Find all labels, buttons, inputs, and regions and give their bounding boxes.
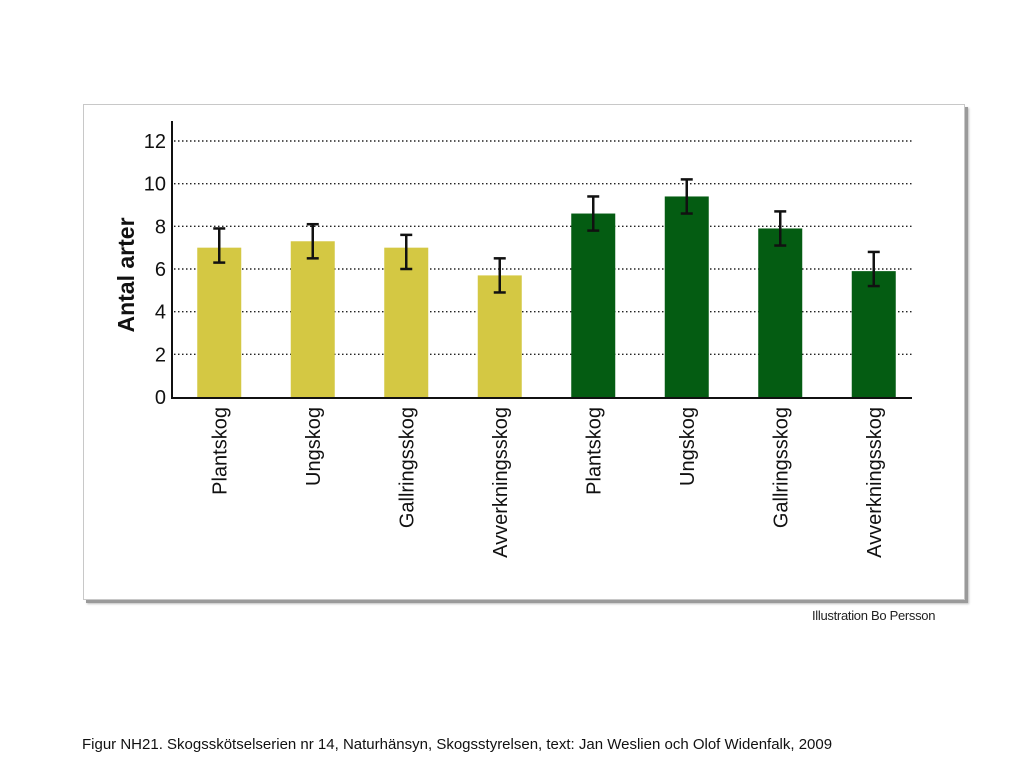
bars (197, 196, 896, 397)
x-category-label: Ungskog (677, 407, 699, 486)
bar (664, 196, 709, 397)
grid-lines (174, 140, 912, 356)
x-category-label: Plantskog (583, 407, 605, 495)
bar (384, 247, 429, 397)
error-bars (213, 178, 880, 294)
y-tick-label: 12 (144, 131, 166, 153)
bar (290, 241, 335, 397)
bar (197, 247, 242, 397)
y-axis-label: Antal arter (113, 217, 139, 332)
x-category-label: Ungskog (303, 407, 325, 486)
x-category-labels: Plantskog Ungskog Gallringsskog Avverknings… (209, 407, 886, 558)
bar (571, 213, 616, 397)
figure-caption: Figur NH21. Skogsskötselserien nr 14, Na… (82, 736, 833, 753)
y-tick-labels: 0 2 4 6 8 10 12 (144, 131, 166, 409)
y-tick-label: 2 (155, 344, 166, 366)
y-tick-label: 10 (144, 174, 166, 196)
illustration-credit: Illustration Bo Persson (812, 608, 936, 623)
y-tick-label: 4 (155, 302, 166, 324)
y-tick-label: 0 (155, 387, 166, 409)
x-category-label: Avverkningsskog (490, 407, 512, 558)
y-tick-label: 8 (155, 216, 166, 238)
figure-panel: 0 2 4 6 8 10 12 Plantskog Ungskog Gallringsskog A… (83, 104, 965, 600)
bar (758, 228, 803, 397)
x-category-label: Gallringsskog (396, 407, 418, 528)
y-tick-label: 6 (155, 259, 166, 281)
x-category-label: Gallringsskog (770, 407, 792, 528)
x-category-label: Plantskog (209, 407, 231, 495)
bar (851, 271, 896, 397)
x-category-label: Avverkningsskog (864, 407, 886, 558)
bar-chart: 0 2 4 6 8 10 12 Plantskog Ungskog Gallringsskog A… (113, 121, 912, 558)
bar (477, 275, 522, 397)
axes (171, 121, 912, 399)
